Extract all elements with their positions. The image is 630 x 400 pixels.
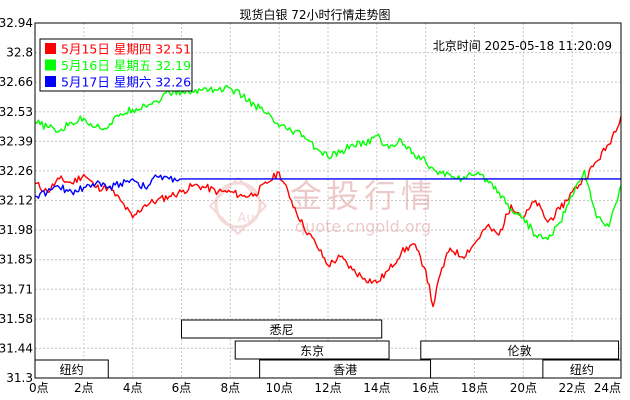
x-tick-label: 10点 [266,381,293,395]
session-label: 伦敦 [508,343,532,358]
plot-frame [34,22,622,379]
y-tick-label: 31.3 [6,371,33,385]
y-tick-label: 32.53 [0,105,33,119]
x-tick-label: 12点 [314,381,341,395]
x-tick-label: 18点 [461,381,488,395]
legend-entry: 5月15日 星期四 32.51 [61,42,191,57]
session-label: 纽约 [570,362,594,377]
y-tick-label: 31.71 [0,282,33,296]
legend-swatch [45,76,56,87]
y-tick-label: 31.85 [0,253,33,267]
session-box [234,340,390,360]
legend-entry: 5月16日 星期五 32.19 [61,58,191,73]
session-label: 香港 [333,363,357,377]
legend-swatch [45,59,56,71]
watermark-logo-text: Au [237,211,254,226]
y-tick-label: 32.39 [0,134,33,148]
x-tick-label: 6点 [172,381,192,395]
series-line [34,174,621,199]
session-label: 东京 [300,344,324,358]
y-tick-label: 31.98 [0,223,33,237]
watermark-url: quote.cngold.org [295,217,431,236]
chart-title: 现货白银 72小时行情走势图 [239,7,390,22]
legend-swatch [45,43,56,54]
series-lines [34,84,622,308]
legend-entry: 5月17日 星期六 32.26 [61,75,191,90]
y-tick-label: 32.66 [0,75,33,89]
y-tick-label: 32.26 [0,164,33,178]
watermark-logo-icon: Au [208,176,268,236]
x-tick-label: 20点 [510,381,537,395]
y-axis-ticks: 32.94 32.8 32.66 32.53 32.39 32.26 32.12 31.98 3… [0,16,33,385]
x-tick-label: 14点 [363,381,390,395]
x-tick-label: 0点 [29,381,49,395]
x-tick-label: 22点 [559,381,586,395]
watermark-brand: 金投行情 [290,177,438,215]
x-tick-label: 24点 [594,381,621,395]
session-label: 纽约 [60,362,84,377]
session-box [420,340,620,360]
session-label: 悉尼 [270,323,294,337]
x-axis-ticks: 0点 2点 4点 6点 8点 10点 12点 14点 16点 18点 20点 22点 24点 [29,381,621,395]
series-line [34,84,622,241]
legend-box [39,38,193,92]
x-tick-label: 16点 [412,381,439,395]
y-tick-label: 31.58 [0,312,33,326]
x-tick-label: 4点 [123,381,143,395]
session-box [181,319,383,339]
x-tick-label: 8点 [221,381,241,395]
timestamp: 北京时间 2025-05-18 11:20:09 [433,39,612,53]
y-tick-label: 31.44 [0,341,33,355]
y-tick-label: 32.94 [0,16,33,30]
y-tick-label: 32.8 [6,46,33,60]
watermark: Au 金投行情 quote.cngold.org [208,176,438,236]
x-tick-label: 2点 [74,381,94,395]
y-tick-label: 32.12 [0,194,33,208]
